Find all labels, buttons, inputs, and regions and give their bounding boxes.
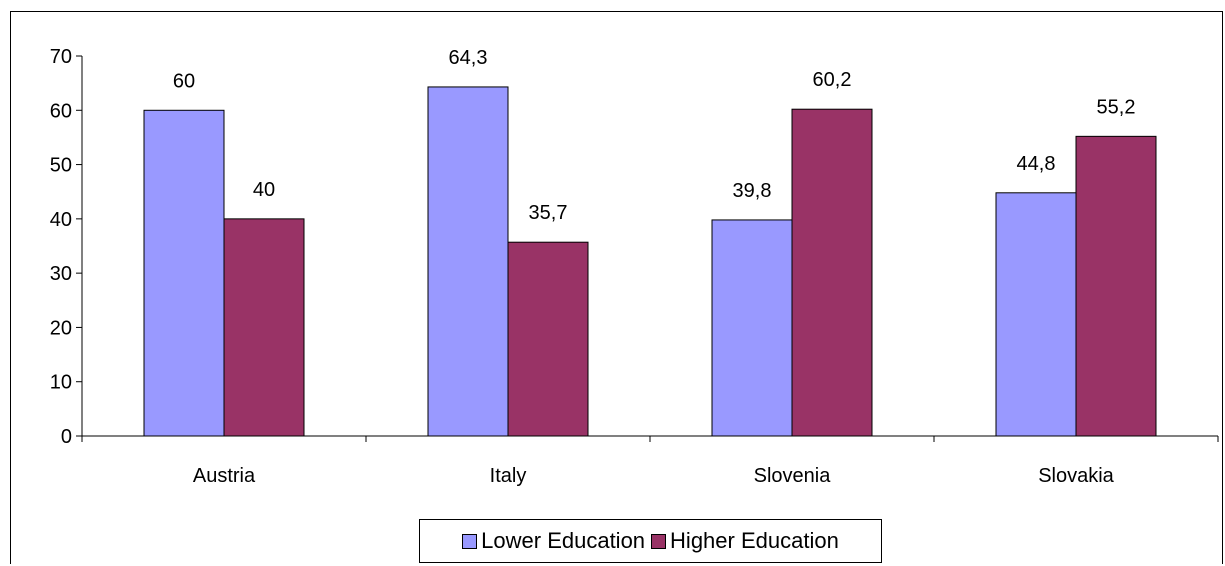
y-tick-label-40: 40 [50,209,72,231]
data-label-lower-education-slovakia: 44,8 [1017,153,1056,175]
data-label-lower-education-italy: 64,3 [449,47,488,69]
bar-higher-education-italy [507,241,589,437]
legend: Lower Education Higher Education [419,519,882,563]
bar-lower-education-slovakia [995,192,1077,437]
legend-swatch-higher-education [651,533,667,549]
data-label-higher-education-austria: 40 [253,179,275,201]
data-label-higher-education-italy: 35,7 [529,202,568,224]
x-tick-label-italy: Italy [490,465,527,487]
bar-lower-education-austria [143,109,225,437]
x-tick-label-austria: Austria [193,465,256,487]
legend-swatch-lower-education [462,533,478,549]
y-tick-label-70: 70 [50,46,72,68]
y-tick-label-20: 20 [50,317,72,339]
y-tick-label-0: 0 [61,426,72,448]
y-tick-label-50: 50 [50,155,72,177]
y-tick-label-30: 30 [50,263,72,285]
legend-label-higher-education: Higher Education [670,528,839,553]
data-label-lower-education-austria: 60 [173,70,195,92]
y-tick-label-60: 60 [50,100,72,122]
x-tick-label-slovakia: Slovakia [1038,465,1114,487]
bar-higher-education-slovenia [791,108,873,437]
bar-lower-education-slovenia [711,219,793,437]
data-label-higher-education-slovakia: 55,2 [1097,96,1136,118]
legend-label-lower-education: Lower Education [481,528,646,553]
bar-lower-education-italy [427,86,509,437]
legend-item-higher-education: Higher Education [651,528,839,554]
bar-higher-education-slovakia [1075,135,1157,437]
x-tick-label-slovenia: Slovenia [754,465,832,487]
data-label-higher-education-slovenia: 60,2 [813,69,852,91]
data-label-lower-education-slovenia: 39,8 [733,180,772,202]
y-tick-label-10: 10 [50,372,72,394]
legend-item-lower-education: Lower Education [462,528,645,554]
bar-higher-education-austria [223,218,305,437]
